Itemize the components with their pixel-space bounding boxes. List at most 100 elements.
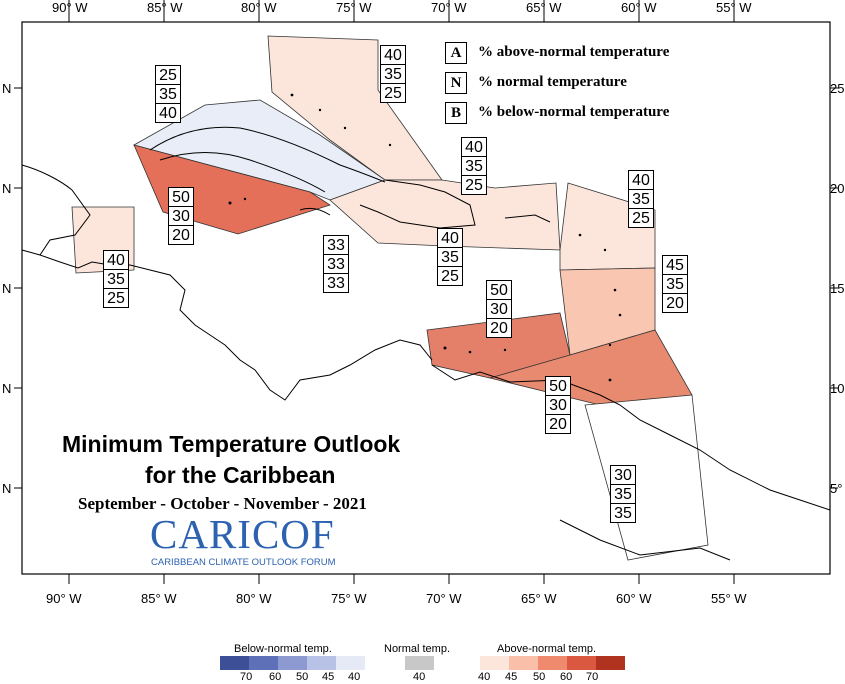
key-text: % normal temperature bbox=[478, 74, 627, 90]
left-lat-label: N bbox=[2, 481, 11, 496]
map-title: Minimum Temperature Outlook bbox=[62, 431, 401, 457]
swatch-below-50 bbox=[278, 656, 307, 670]
swatch-below-40 bbox=[336, 656, 365, 670]
prob-normal: 35 bbox=[155, 84, 181, 104]
prob-normal: 30 bbox=[545, 395, 571, 415]
prob-normal: 35 bbox=[461, 156, 487, 176]
key-letter: N bbox=[445, 72, 467, 94]
top-lon-label: 60° W bbox=[621, 0, 657, 15]
prob-above: 30 bbox=[610, 465, 636, 485]
right-lat-label: 10 bbox=[830, 381, 844, 396]
top-lon-label: 70° W bbox=[431, 0, 467, 15]
prob-above: 40 bbox=[103, 250, 129, 270]
prob-above: 40 bbox=[380, 45, 406, 65]
left-lat-label: N bbox=[2, 381, 11, 396]
key-letter: B bbox=[445, 102, 467, 124]
caricof-logo: CARICOF bbox=[150, 511, 335, 557]
prob-stack-belize: 40 35 25 bbox=[103, 250, 129, 308]
prob-stack-hispaniola: 40 35 25 bbox=[461, 137, 487, 195]
prob-above: 40 bbox=[461, 137, 487, 157]
right-lat-label: 25 bbox=[830, 81, 844, 96]
right-lat-label: 20 bbox=[830, 181, 844, 196]
region-trinidad bbox=[488, 329, 693, 406]
prob-below: 25 bbox=[461, 175, 487, 195]
map-frame bbox=[21, 21, 831, 575]
colorbar-tick: 45 bbox=[322, 671, 335, 683]
colorbar-tick: 70 bbox=[586, 671, 599, 683]
swatch-below-60 bbox=[249, 656, 278, 670]
prob-below: 20 bbox=[168, 225, 194, 245]
colorbar-tick: 70 bbox=[240, 671, 253, 683]
forecast-regions bbox=[71, 35, 709, 561]
prob-normal: 30 bbox=[486, 299, 512, 319]
prob-below: 20 bbox=[486, 318, 512, 338]
swatch-below-70 bbox=[220, 656, 249, 670]
left-lat-label: N bbox=[2, 81, 11, 96]
top-lon-label: 85° W bbox=[147, 0, 183, 15]
prob-normal: 35 bbox=[610, 484, 636, 504]
top-lon-label: 55° W bbox=[716, 0, 752, 15]
prob-below: 20 bbox=[545, 414, 571, 434]
prob-above: 45 bbox=[662, 255, 688, 275]
left-lat-label: N bbox=[2, 281, 11, 296]
key-letter: A bbox=[445, 42, 467, 64]
prob-stack-guianas: 30 35 35 bbox=[610, 465, 636, 523]
colorbar-tick: 50 bbox=[533, 671, 546, 683]
prob-below: 33 bbox=[323, 273, 349, 293]
region-cuba bbox=[132, 99, 386, 201]
bottom-lon-label: 90° W bbox=[46, 591, 82, 606]
prob-above: 50 bbox=[545, 376, 571, 396]
swatch-above-50 bbox=[538, 656, 567, 670]
prob-stack-jamaica: 33 33 33 bbox=[323, 235, 349, 293]
prob-stack-bahamas: 40 35 25 bbox=[380, 45, 406, 103]
top-lon-label: 90° W bbox=[52, 0, 88, 15]
prob-stack-puerto-rico: 40 35 25 bbox=[437, 228, 463, 286]
swatch-above-40 bbox=[480, 656, 509, 670]
top-lon-label: 65° W bbox=[526, 0, 562, 15]
prob-above: 50 bbox=[168, 187, 194, 207]
colorbar-tick: 40 bbox=[413, 671, 426, 683]
prob-stack-cayman: 50 30 20 bbox=[168, 187, 194, 245]
swatch-below-45 bbox=[307, 656, 336, 670]
colorbar-tick: 40 bbox=[348, 671, 361, 683]
bottom-lon-label: 55° W bbox=[711, 591, 747, 606]
map-title-line2: for the Caribbean bbox=[145, 462, 336, 488]
prob-below: 25 bbox=[380, 83, 406, 103]
caricof-tagline: CARIBBEAN CLIMATE OUTLOOK FORUM bbox=[151, 557, 336, 568]
top-lon-label: 80° W bbox=[241, 0, 277, 15]
key-text: % above-normal temperature bbox=[478, 44, 670, 60]
colorbar-tick: 45 bbox=[505, 671, 518, 683]
prob-below: 20 bbox=[662, 293, 688, 313]
prob-normal: 33 bbox=[323, 254, 349, 274]
prob-stack-abc-islands: 50 30 20 bbox=[486, 280, 512, 338]
island-dots bbox=[228, 93, 622, 382]
swatch-above-60 bbox=[567, 656, 596, 670]
bottom-lon-label: 80° W bbox=[236, 591, 272, 606]
left-lat-labels: N N N N N bbox=[2, 81, 11, 496]
bottom-lon-label: 60° W bbox=[616, 591, 652, 606]
prob-above: 40 bbox=[628, 170, 654, 190]
prob-stack-trinidad: 50 30 20 bbox=[545, 376, 571, 434]
prob-below: 25 bbox=[103, 288, 129, 308]
right-lat-label: 15 bbox=[830, 281, 844, 296]
bottom-lon-label: 70° W bbox=[426, 591, 462, 606]
prob-below: 25 bbox=[628, 208, 654, 228]
left-lat-label: N bbox=[2, 181, 11, 196]
prob-above: 50 bbox=[486, 280, 512, 300]
colorbar-tick: 60 bbox=[560, 671, 573, 683]
right-lat-label: 5° bbox=[830, 481, 842, 496]
prob-normal: 35 bbox=[103, 269, 129, 289]
colorbar-below-title: Below-normal temp. bbox=[234, 643, 332, 655]
colorbar-above-title: Above-normal temp. bbox=[497, 643, 597, 655]
colorbar-tick: 60 bbox=[269, 671, 282, 683]
prob-above: 40 bbox=[437, 228, 463, 248]
prob-above: 25 bbox=[155, 65, 181, 85]
prob-below: 40 bbox=[155, 103, 181, 123]
right-lat-labels: 25 20 15 10 5° bbox=[830, 81, 844, 496]
map-subtitle: September - October - November - 2021 bbox=[78, 494, 367, 513]
prob-normal: 35 bbox=[380, 64, 406, 84]
bottom-lon-label: 85° W bbox=[141, 591, 177, 606]
prob-below: 25 bbox=[437, 266, 463, 286]
prob-normal: 35 bbox=[437, 247, 463, 267]
colorbar-tick: 40 bbox=[478, 671, 491, 683]
